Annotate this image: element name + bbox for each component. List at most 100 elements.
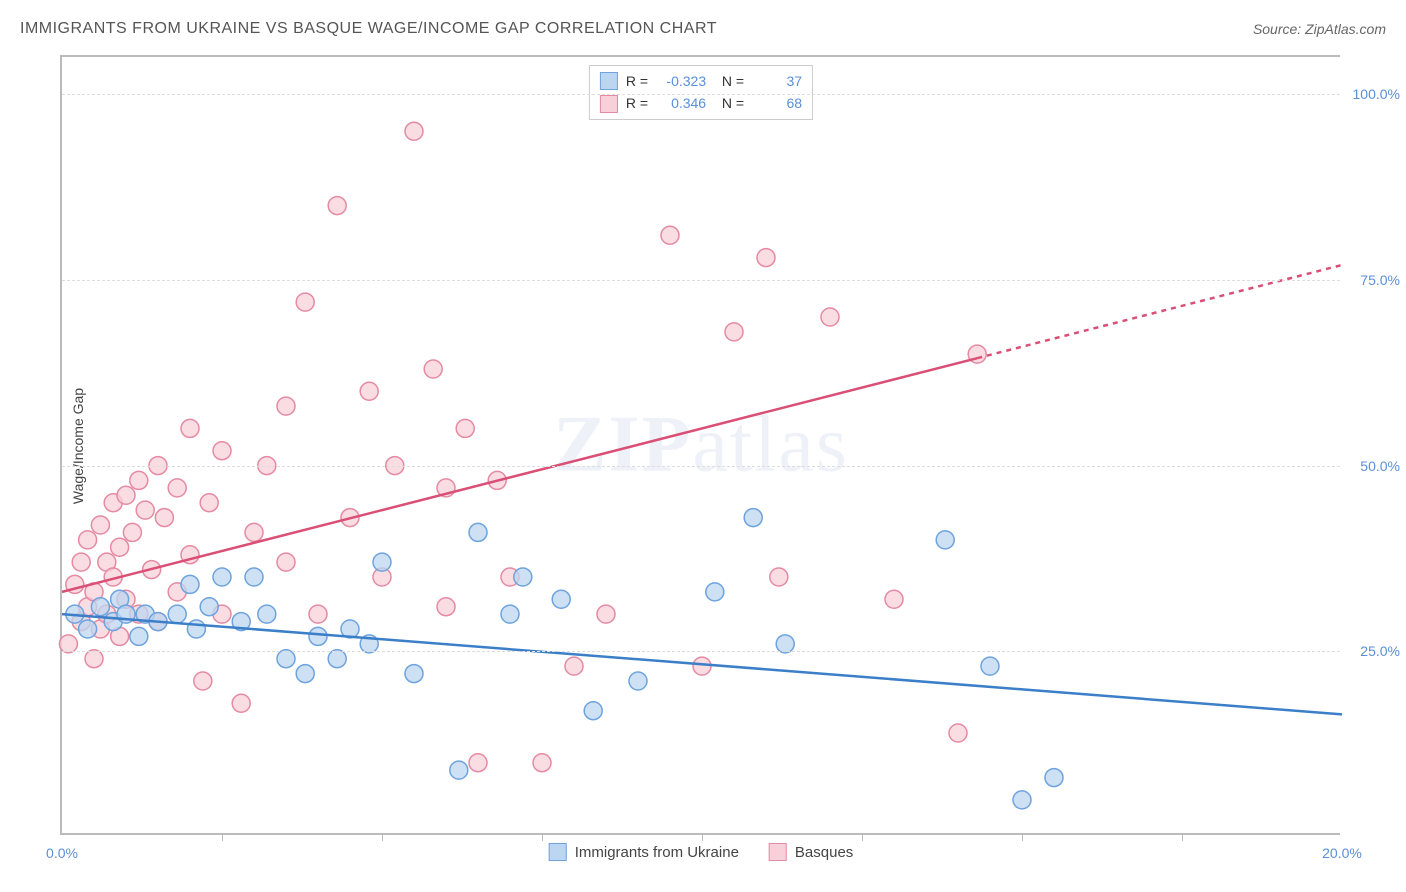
data-point [136, 501, 154, 519]
data-point [693, 657, 711, 675]
data-point [117, 486, 135, 504]
source-label: Source: ZipAtlas.com [1253, 21, 1386, 37]
data-point [1045, 769, 1063, 787]
legend-label-ukraine: Immigrants from Ukraine [575, 844, 739, 861]
gridline [62, 94, 1340, 95]
data-point [328, 197, 346, 215]
data-point [155, 509, 173, 527]
data-point [770, 568, 788, 586]
data-point [181, 575, 199, 593]
swatch-ukraine [600, 72, 618, 90]
gridline [62, 466, 1340, 467]
x-tick [382, 833, 383, 841]
chart-title: IMMIGRANTS FROM UKRAINE VS BASQUE WAGE/I… [20, 20, 717, 38]
chart-plot-area: ZIPatlas R = -0.323 N = 37 R = 0.346 N =… [60, 55, 1340, 835]
data-point [450, 761, 468, 779]
data-point [725, 323, 743, 341]
data-point [187, 620, 205, 638]
data-point [277, 650, 295, 668]
swatch-basques [600, 95, 618, 113]
legend-label-basques: Basques [795, 844, 853, 861]
data-point [59, 635, 77, 653]
data-point [130, 627, 148, 645]
data-point [776, 635, 794, 653]
data-point [200, 598, 218, 616]
x-tick [1022, 833, 1023, 841]
data-point [79, 620, 97, 638]
data-point [469, 523, 487, 541]
data-point [85, 650, 103, 668]
data-point [296, 293, 314, 311]
data-point [597, 605, 615, 623]
data-point [533, 754, 551, 772]
n-label: N = [714, 92, 744, 114]
data-point [706, 583, 724, 601]
data-point [981, 657, 999, 675]
r-label: R = [626, 92, 648, 114]
swatch-basques-b [769, 843, 787, 861]
data-point [936, 531, 954, 549]
data-point [168, 605, 186, 623]
data-point [168, 479, 186, 497]
y-tick-label: 75.0% [1345, 272, 1400, 288]
data-point [885, 590, 903, 608]
regression-line [62, 358, 977, 592]
regression-line [62, 614, 1342, 714]
data-point [245, 523, 263, 541]
x-tick [222, 833, 223, 841]
x-tick [862, 833, 863, 841]
x-tick [1182, 833, 1183, 841]
data-point [111, 538, 129, 556]
data-point [744, 509, 762, 527]
data-point [232, 694, 250, 712]
data-point [584, 702, 602, 720]
data-point [72, 553, 90, 571]
n-label: N = [714, 70, 744, 92]
data-point [469, 754, 487, 772]
data-point [424, 360, 442, 378]
gridline [62, 651, 1340, 652]
r-value-basques: 0.346 [656, 92, 706, 114]
scatter-svg [62, 57, 1340, 833]
y-tick-label: 50.0% [1345, 458, 1400, 474]
gridline [62, 280, 1340, 281]
data-point [277, 553, 295, 571]
data-point [258, 605, 276, 623]
x-tick-label-left: 0.0% [46, 845, 78, 861]
data-point [277, 397, 295, 415]
data-point [1013, 791, 1031, 809]
data-point [405, 122, 423, 140]
data-point [245, 568, 263, 586]
data-point [79, 531, 97, 549]
data-point [661, 226, 679, 244]
n-value-ukraine: 37 [752, 70, 802, 92]
data-point [200, 494, 218, 512]
series-legend: Immigrants from Ukraine Basques [549, 843, 854, 861]
data-point [213, 568, 231, 586]
x-tick-label-right: 20.0% [1322, 845, 1362, 861]
x-tick [542, 833, 543, 841]
legend-item-ukraine: Immigrants from Ukraine [549, 843, 739, 861]
data-point [373, 553, 391, 571]
data-point [629, 672, 647, 690]
data-point [360, 382, 378, 400]
data-point [309, 605, 327, 623]
data-point [328, 650, 346, 668]
y-tick-label: 100.0% [1345, 86, 1400, 102]
r-value-ukraine: -0.323 [656, 70, 706, 92]
legend-row-ukraine: R = -0.323 N = 37 [600, 70, 802, 92]
data-point [213, 442, 231, 460]
data-point [405, 665, 423, 683]
y-tick-label: 25.0% [1345, 643, 1400, 659]
swatch-ukraine-b [549, 843, 567, 861]
data-point [949, 724, 967, 742]
data-point [552, 590, 570, 608]
data-point [123, 523, 141, 541]
x-tick [702, 833, 703, 841]
data-point [565, 657, 583, 675]
data-point [181, 419, 199, 437]
data-point [501, 605, 519, 623]
data-point [194, 672, 212, 690]
legend-row-basques: R = 0.346 N = 68 [600, 92, 802, 114]
data-point [91, 598, 109, 616]
